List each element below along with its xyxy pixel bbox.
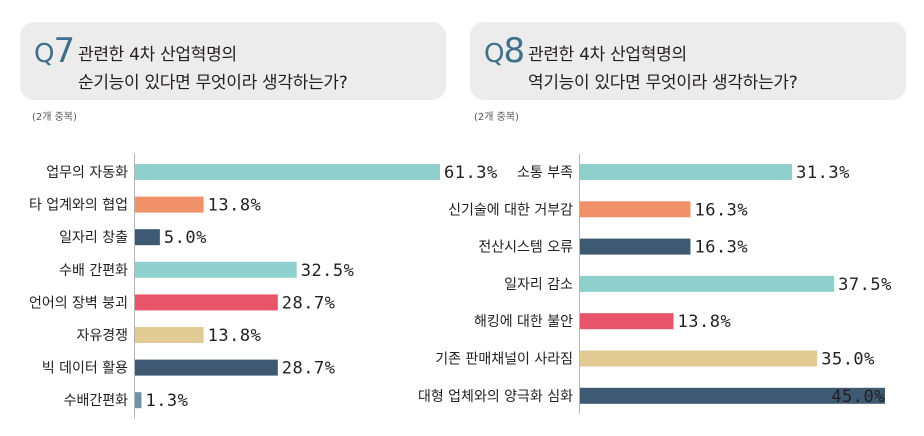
q8-bar-5: [580, 313, 674, 330]
q8-value-label-4: 37.5%: [838, 275, 892, 295]
q7-panel: Q7 관련한 4차 산업혁명의 순기능이 있다면 무엇이라 생각하는가? (2개…: [20, 22, 446, 123]
q7-value-label-6: 13.8%: [208, 326, 262, 346]
q7-bar-2: [135, 196, 204, 213]
q7-value-label-4: 32.5%: [301, 261, 355, 281]
q8-value-label-1: 31.3%: [796, 163, 850, 183]
q7-category-label-2: 타 업계와의 협업: [29, 198, 128, 214]
q7-category-label-1: 업무의 자동화: [46, 165, 128, 181]
q8-category-label-4: 일자리 감소: [504, 277, 573, 293]
q7-question-line1: 관련한 4차 산업혁명의: [78, 45, 237, 65]
q7-value-label-3: 5.0%: [164, 228, 207, 248]
q8-value-label-6: 35.0%: [821, 350, 875, 370]
q7-value-label-1: 61.3%: [444, 163, 498, 183]
q8-value-label-5: 13.8%: [678, 312, 732, 332]
q7-bar-1: [135, 164, 440, 180]
q8-bar-1: [580, 164, 793, 180]
q8-category-label-7: 대형 업체와의 양극화 심화: [418, 389, 573, 405]
q7-bar-8: [135, 392, 142, 409]
q7-bar-5: [135, 294, 278, 311]
q8-question-box: Q8 관련한 4차 산업혁명의 역기능이 있다면 무엇이라 생각하는가?: [470, 22, 906, 100]
q8-category-label-3: 전산시스템 오류: [478, 240, 573, 256]
q7-digit: 7: [53, 31, 76, 71]
q7-question-line2: 순기능이 있다면 무엇이라 생각하는가?: [78, 73, 348, 93]
q7-category-label-4: 수배 간편화: [59, 263, 128, 279]
q8-digit: 8: [503, 31, 526, 71]
q7-bar-7: [135, 359, 278, 376]
q7-category-label-7: 빅 데이터 활용: [42, 361, 128, 377]
q8-category-label-1: 소통 부족: [517, 165, 573, 181]
q7-category-label-3: 일자리 창출: [59, 230, 128, 246]
q7-category-label-5: 언어의 장벽 붕괴: [29, 295, 128, 311]
q7-category-label-6: 자유경쟁: [76, 328, 128, 344]
q8-question-line2: 역기능이 있다면 무엇이라 생각하는가?: [528, 73, 798, 93]
q8-bar-4: [580, 275, 835, 292]
q8-category-label-2: 신기술에 대한 거부감: [448, 202, 573, 218]
q7-prefix: Q: [34, 39, 54, 69]
q7-category-label-8: 수배간편화: [64, 393, 129, 409]
q8-question-line1: 관련한 4차 산업혁명의: [528, 45, 687, 65]
q7-number: Q7: [34, 34, 75, 68]
q7-question-box: Q7 관련한 4차 산업혁명의 순기능이 있다면 무엇이라 생각하는가?: [20, 22, 446, 100]
q7-bar-3: [135, 229, 160, 246]
q8-bar-6: [580, 350, 818, 367]
q8-bar-2: [580, 201, 691, 218]
q7-value-label-7: 28.7%: [282, 359, 336, 379]
q8-category-label-5: 해킹에 대한 불안: [474, 314, 573, 330]
q8-note: (2개 중복): [474, 112, 519, 123]
q8-panel: Q8 관련한 4차 산업혁명의 역기능이 있다면 무엇이라 생각하는가? (2개…: [462, 0, 924, 436]
q8-prefix: Q: [484, 39, 504, 69]
q7-value-label-8: 1.3%: [145, 391, 188, 411]
q7-value-label-2: 13.8%: [208, 196, 262, 216]
q7-value-label-5: 28.7%: [282, 293, 336, 313]
q7-bar-4: [135, 261, 297, 278]
q8-value-label-7: 45.0%: [831, 387, 885, 407]
q8-value-label-2: 16.3%: [694, 200, 748, 220]
q8-bar-3: [580, 238, 691, 255]
q8-bar-7: [580, 387, 885, 404]
q7-note: (2개 중복): [32, 112, 77, 123]
q8-category-label-6: 기존 판매채널이 사라짐: [435, 352, 573, 368]
q8-value-label-3: 16.3%: [694, 238, 748, 258]
q8-number: Q8: [484, 34, 525, 68]
q7-bar-6: [135, 327, 204, 343]
